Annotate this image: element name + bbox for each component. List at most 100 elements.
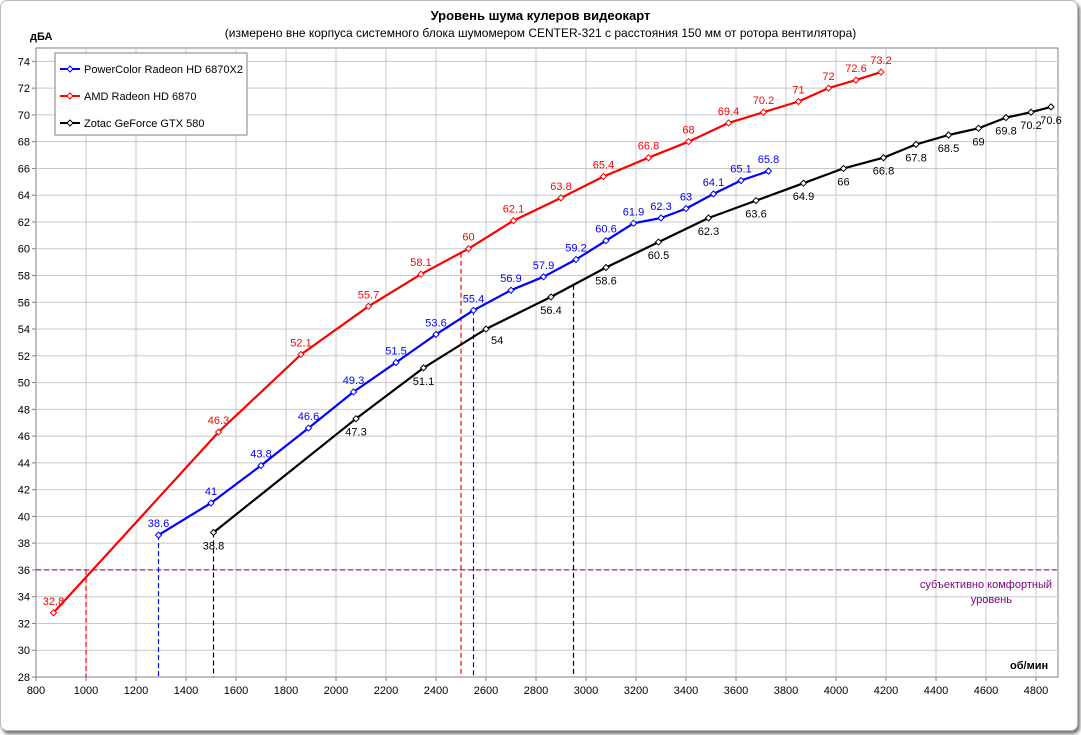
data-point-marker <box>944 131 953 139</box>
x-tick-label: 2200 <box>374 685 398 697</box>
y-tick-label: 38 <box>18 538 30 550</box>
comfort-level-label-line2: уровень <box>971 594 1013 606</box>
data-point-marker <box>682 204 690 213</box>
x-tick-label: 4200 <box>874 685 898 697</box>
x-tick-label: 800 <box>27 685 45 697</box>
y-tick-label: 50 <box>18 378 30 390</box>
data-label: 63 <box>680 192 692 204</box>
data-label: 53.6 <box>425 317 446 329</box>
data-label: 65.4 <box>593 159 614 171</box>
data-label: 62.1 <box>503 204 524 216</box>
data-point-marker <box>214 428 223 436</box>
data-point-marker <box>49 609 58 617</box>
data-label: 47.3 <box>345 427 366 439</box>
y-tick-label: 64 <box>18 190 30 202</box>
data-point-marker <box>297 350 305 359</box>
data-labels-layer: 38.6 41 43.8 46.6 49.3 51.5 53.6 55.4 56.9 57.9 59… <box>43 55 1062 608</box>
legend-entry: PowerColor Radeon HD 6870X2 <box>84 64 243 76</box>
series-line <box>212 105 1052 534</box>
data-label: 54 <box>491 335 503 347</box>
data-label: 66 <box>837 176 849 188</box>
legend: PowerColor Radeon HD 6870X2 AMD Radeon HD… <box>54 52 248 136</box>
data-label: 66.8 <box>638 141 659 153</box>
data-label: 55.7 <box>358 289 379 301</box>
comfort-layer: субъективно комфортный уровень <box>36 569 1058 606</box>
x-tick-label: 2600 <box>474 685 498 697</box>
data-point-marker <box>464 245 473 253</box>
data-point-marker <box>1047 103 1055 111</box>
data-label: 73.2 <box>870 55 891 67</box>
data-point-marker <box>657 214 665 222</box>
data-point-marker <box>154 531 163 539</box>
data-label: 58.1 <box>410 257 431 269</box>
data-point-marker <box>764 167 773 175</box>
x-tick-label: 3400 <box>674 685 698 697</box>
data-label: 51.5 <box>385 346 406 358</box>
y-tick-label: 66 <box>18 163 30 175</box>
series-2 <box>49 68 885 617</box>
data-point-marker <box>352 415 360 423</box>
x-tick-label: 4400 <box>924 685 948 697</box>
data-label: 68 <box>682 125 694 137</box>
y-tick-label: 40 <box>18 511 30 523</box>
data-label: 65.1 <box>730 163 751 175</box>
y-tick-label: 74 <box>18 56 30 68</box>
data-label: 49.3 <box>343 375 364 387</box>
data-point-marker <box>644 154 653 162</box>
y-tick-label: 58 <box>18 271 30 283</box>
data-label: 57.9 <box>533 260 554 272</box>
legend-entry: AMD Radeon HD 6870 <box>84 91 197 103</box>
data-point-marker <box>432 330 440 339</box>
data-point-marker <box>737 176 745 185</box>
x-tick-label: 1800 <box>274 685 298 697</box>
data-label: 59.2 <box>565 242 586 254</box>
data-label: 64.9 <box>793 191 814 203</box>
data-point-marker <box>877 68 885 76</box>
x-tick-label: 1400 <box>174 685 198 697</box>
data-point-marker <box>799 179 808 187</box>
y-tick-label: 44 <box>18 458 30 470</box>
data-label: 62.3 <box>650 201 671 213</box>
data-point-marker <box>654 238 663 246</box>
data-point-marker <box>852 76 860 84</box>
data-label: 38.6 <box>148 518 169 530</box>
data-label: 60.5 <box>648 250 669 262</box>
x-tick-label: 1200 <box>124 685 148 697</box>
data-label: 69 <box>972 136 984 148</box>
data-point-marker <box>364 302 373 310</box>
x-tick-label: 4800 <box>1024 685 1048 697</box>
data-label: 43.8 <box>250 449 271 461</box>
data-label: 46.3 <box>208 415 229 427</box>
y-axis-unit: дБА <box>30 31 52 43</box>
data-point-marker <box>539 273 548 281</box>
data-point-marker <box>602 263 610 272</box>
x-tick-label: 1000 <box>74 685 98 697</box>
data-point-marker <box>419 364 428 372</box>
series-3 <box>209 103 1055 537</box>
data-point-marker <box>709 190 718 198</box>
data-point-marker <box>602 237 610 245</box>
series-layer <box>49 68 1055 617</box>
plot-area <box>35 47 1059 678</box>
data-label: 63.6 <box>745 209 766 221</box>
x-tick-label: 3600 <box>724 685 748 697</box>
data-point-marker <box>724 119 733 127</box>
data-label: 69.4 <box>718 106 739 118</box>
data-label: 65.8 <box>758 154 779 166</box>
x-tick-label: 1600 <box>224 685 248 697</box>
data-label: 69.8 <box>995 126 1016 138</box>
data-label: 63.8 <box>550 181 571 193</box>
series-line <box>157 170 769 537</box>
comfort-level-label-line1: субъективно комфортный <box>920 579 1052 591</box>
y-tick-label: 32 <box>18 618 30 630</box>
data-label: 41 <box>205 486 217 498</box>
data-label: 55.4 <box>463 293 484 305</box>
data-label: 51.1 <box>413 376 434 388</box>
data-label: 46.6 <box>298 411 319 423</box>
data-label: 68.5 <box>938 143 959 155</box>
legend-swatch-marker <box>66 92 74 100</box>
data-point-marker <box>482 325 490 333</box>
data-label: 67.8 <box>905 152 926 164</box>
data-label: 38.8 <box>203 540 224 552</box>
data-point-marker <box>1002 113 1010 122</box>
